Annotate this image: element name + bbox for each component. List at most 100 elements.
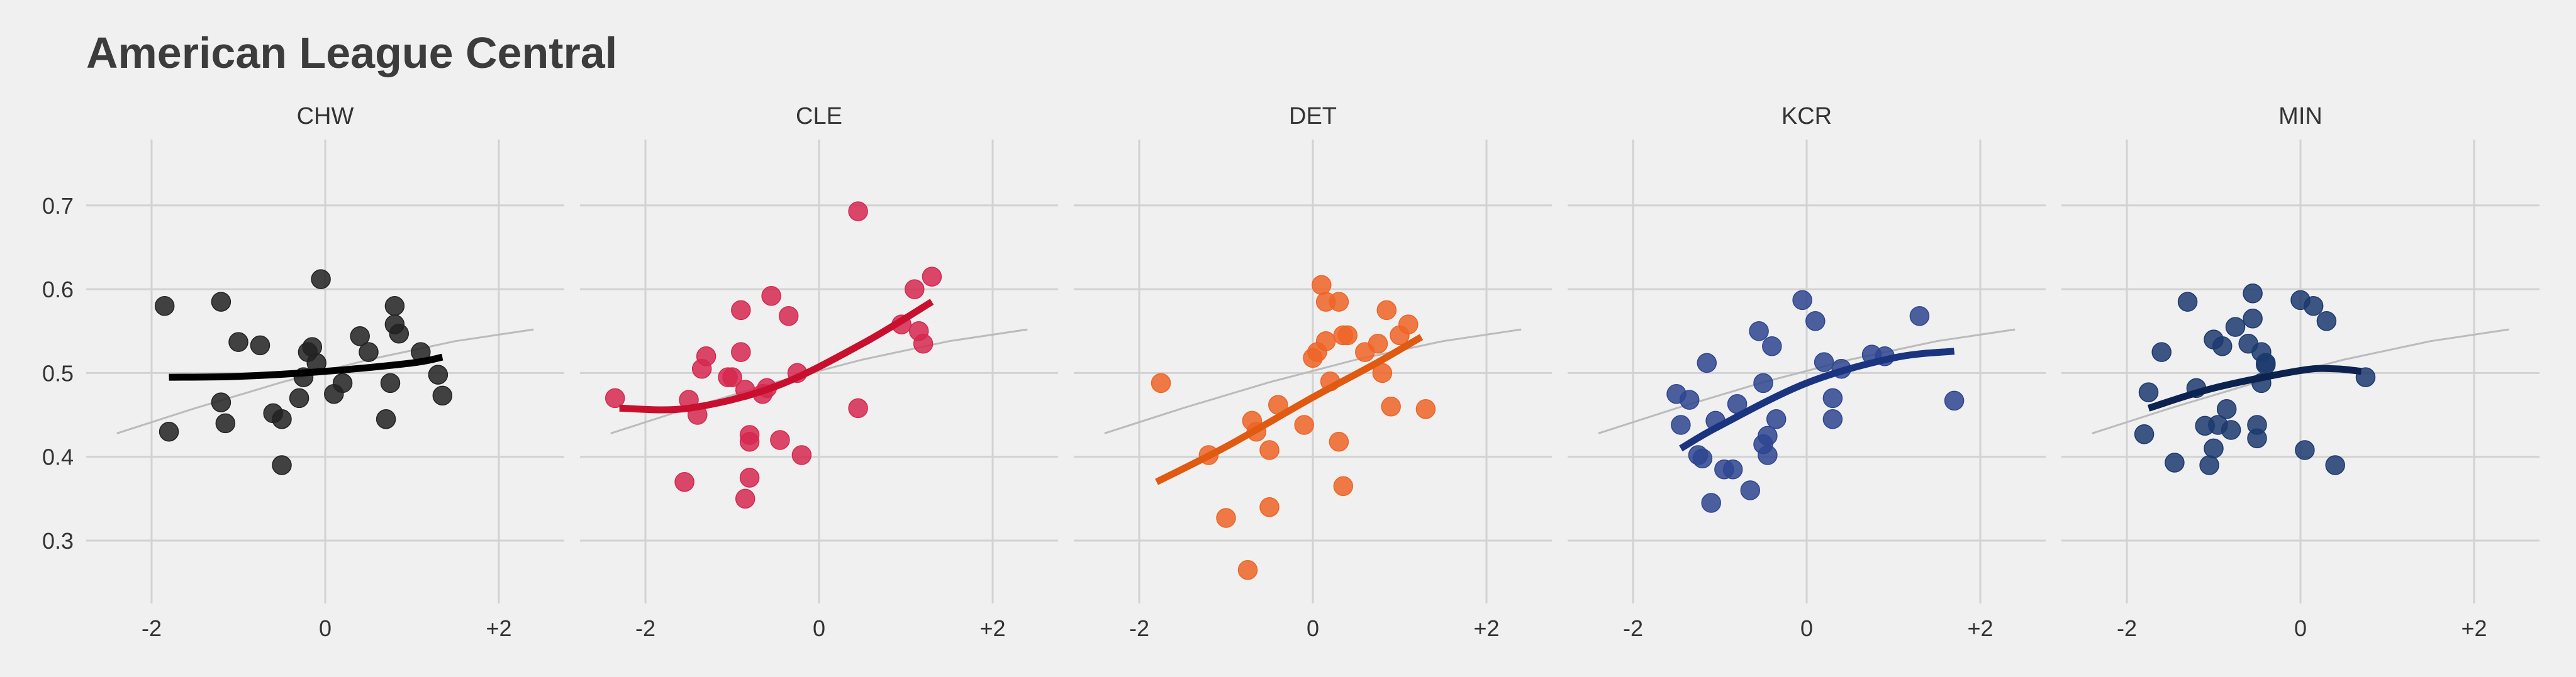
x-tick-label: -2 <box>1129 615 1149 641</box>
data-point-kcr <box>1944 390 1965 411</box>
data-point-kcr <box>1671 415 1691 435</box>
data-point-chw <box>211 292 231 312</box>
data-point-min <box>2212 336 2233 356</box>
x-tick-label: 0 <box>813 615 825 641</box>
data-point-cle <box>761 286 781 306</box>
data-point-kcr <box>1701 493 1721 513</box>
data-point-kcr <box>1740 480 1761 500</box>
data-point-min <box>2325 455 2345 475</box>
chart-title: American League Central <box>86 28 617 77</box>
data-point-chw <box>154 296 175 316</box>
data-point-kcr <box>1822 409 1843 429</box>
data-point-cle <box>848 398 868 419</box>
data-point-det <box>1294 415 1314 435</box>
data-point-kcr <box>1805 311 1826 331</box>
x-tick-label: -2 <box>635 615 655 641</box>
data-point-min <box>2204 438 2224 459</box>
data-point-min <box>2295 440 2315 460</box>
facet-label-cle: CLE <box>796 103 842 129</box>
data-point-chw <box>289 388 309 409</box>
x-tick-label: +2 <box>486 615 511 641</box>
y-tick-label: 0.5 <box>42 360 74 386</box>
data-point-min <box>2134 424 2155 444</box>
x-tick-label: -2 <box>142 615 162 641</box>
y-tick-label: 0.4 <box>42 444 74 470</box>
data-point-kcr <box>1692 448 1713 469</box>
y-tick-label: 0.3 <box>42 528 74 554</box>
data-point-min <box>2177 292 2198 312</box>
data-point-cle <box>731 342 751 362</box>
fit-curve-cle <box>619 299 934 414</box>
grid-layer <box>86 140 2540 603</box>
facet-label-kcr: KCR <box>1781 103 1832 129</box>
data-point-chw <box>332 373 353 394</box>
data-point-min <box>2221 420 2241 440</box>
x-tick-label: 0 <box>2294 615 2307 641</box>
data-point-kcr <box>1814 352 1834 372</box>
label-layer: -2 0 +2 CHW -2 0 +2 CLE -2 0 +2 DET -2 0 +2 KCR -2 0 +2 MIN… <box>42 103 2487 641</box>
data-point-cle <box>722 367 742 387</box>
data-point-chw <box>250 335 270 356</box>
data-point-min <box>2151 342 2172 362</box>
x-tick-label: +2 <box>1473 615 1499 641</box>
data-point-det <box>1398 314 1419 334</box>
data-point-min <box>2256 353 2276 373</box>
data-point-min <box>2225 317 2246 337</box>
data-point-cle <box>922 267 942 287</box>
point-layer <box>154 201 2376 580</box>
x-tick-label: +2 <box>2461 615 2487 641</box>
data-point-cle <box>770 430 790 450</box>
data-point-det <box>1329 431 1349 452</box>
data-point-chw <box>272 409 292 429</box>
data-point-kcr <box>1792 290 1812 311</box>
data-point-kcr <box>1822 388 1843 409</box>
fit-curve-min <box>2147 365 2362 412</box>
data-point-cle <box>731 300 751 321</box>
x-tick-label: 0 <box>319 615 332 641</box>
data-point-cle <box>905 279 925 299</box>
data-point-det <box>1368 333 1388 354</box>
x-tick-label: -2 <box>1623 615 1643 641</box>
data-point-det <box>1216 508 1236 528</box>
data-point-min <box>2199 455 2219 475</box>
data-point-cle <box>696 346 716 366</box>
data-point-cle <box>739 425 760 445</box>
data-point-cle <box>735 488 756 509</box>
data-point-det <box>1415 399 1436 419</box>
y-tick-label: 0.7 <box>42 193 74 219</box>
data-point-min <box>2303 296 2324 316</box>
data-point-chw <box>384 296 405 316</box>
data-point-chw <box>228 332 248 352</box>
data-point-kcr <box>1909 306 1930 326</box>
data-point-det <box>1329 292 1349 312</box>
data-point-min <box>2243 309 2263 329</box>
reference-curve <box>1104 328 1522 434</box>
data-point-min <box>2165 453 2185 473</box>
data-point-chw <box>376 409 396 429</box>
data-point-det <box>1312 275 1332 295</box>
data-point-cle <box>848 201 868 221</box>
data-point-cle <box>674 471 694 492</box>
data-point-min <box>2316 311 2337 331</box>
data-point-cle <box>791 445 812 465</box>
data-point-det <box>1315 331 1336 351</box>
data-point-cle <box>778 306 799 326</box>
facet-label-chw: CHW <box>297 103 354 129</box>
fit-curve-kcr <box>1679 348 1955 452</box>
data-point-chw <box>428 365 449 385</box>
data-point-det <box>1259 497 1280 517</box>
x-tick-label: +2 <box>1967 615 1993 641</box>
data-point-kcr <box>1762 336 1782 356</box>
data-point-chw <box>159 421 179 442</box>
data-point-chw <box>432 385 453 406</box>
facet-label-det: DET <box>1289 103 1337 129</box>
data-point-cle <box>605 388 625 409</box>
data-point-det <box>1376 300 1397 321</box>
fit-layer <box>169 299 2362 485</box>
data-point-min <box>2216 399 2237 419</box>
data-point-min <box>2243 283 2263 304</box>
data-point-chw <box>380 373 401 394</box>
fit-curve-chw <box>169 353 443 381</box>
data-point-chw <box>311 269 331 289</box>
